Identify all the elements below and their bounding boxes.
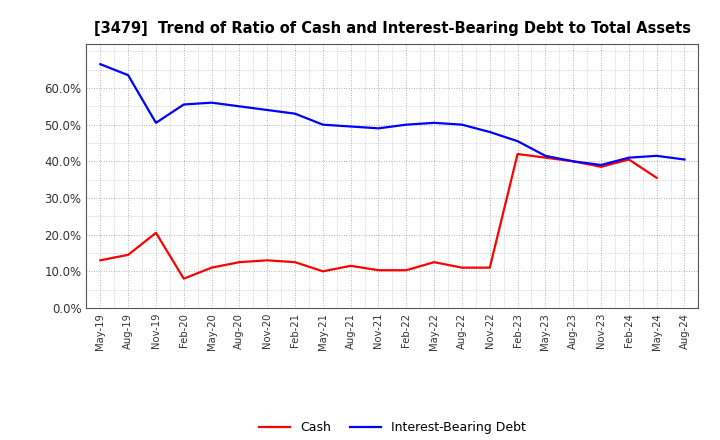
Cash	[96, 258, 104, 263]
Title: [3479]  Trend of Ratio of Cash and Interest-Bearing Debt to Total Assets: [3479] Trend of Ratio of Cash and Intere…	[94, 21, 691, 36]
Cash	[569, 159, 577, 164]
Cash	[541, 155, 550, 160]
Cash	[263, 258, 271, 263]
Interest-Bearing Debt	[374, 126, 383, 131]
Interest-Bearing Debt	[207, 100, 216, 105]
Cash	[597, 164, 606, 169]
Cash	[430, 260, 438, 265]
Interest-Bearing Debt	[346, 124, 355, 129]
Interest-Bearing Debt	[402, 122, 410, 127]
Interest-Bearing Debt	[569, 159, 577, 164]
Cash	[207, 265, 216, 270]
Interest-Bearing Debt	[513, 139, 522, 144]
Cash	[624, 157, 633, 162]
Legend: Cash, Interest-Bearing Debt: Cash, Interest-Bearing Debt	[254, 416, 531, 439]
Cash	[402, 268, 410, 273]
Interest-Bearing Debt	[541, 153, 550, 158]
Line: Interest-Bearing Debt: Interest-Bearing Debt	[100, 64, 685, 165]
Interest-Bearing Debt	[430, 120, 438, 125]
Interest-Bearing Debt	[124, 73, 132, 78]
Cash	[374, 268, 383, 273]
Cash	[513, 151, 522, 157]
Interest-Bearing Debt	[96, 62, 104, 67]
Cash	[458, 265, 467, 270]
Interest-Bearing Debt	[624, 155, 633, 160]
Interest-Bearing Debt	[318, 122, 327, 127]
Cash	[291, 260, 300, 265]
Interest-Bearing Debt	[652, 153, 661, 158]
Interest-Bearing Debt	[235, 104, 243, 109]
Interest-Bearing Debt	[458, 122, 467, 127]
Cash	[152, 230, 161, 235]
Cash	[235, 260, 243, 265]
Cash	[124, 252, 132, 257]
Interest-Bearing Debt	[152, 120, 161, 125]
Cash	[318, 269, 327, 274]
Interest-Bearing Debt	[291, 111, 300, 116]
Line: Cash: Cash	[100, 154, 657, 279]
Interest-Bearing Debt	[485, 129, 494, 135]
Interest-Bearing Debt	[680, 157, 689, 162]
Cash	[652, 175, 661, 180]
Cash	[179, 276, 188, 281]
Interest-Bearing Debt	[263, 107, 271, 113]
Interest-Bearing Debt	[597, 162, 606, 168]
Cash	[346, 263, 355, 268]
Cash	[485, 265, 494, 270]
Interest-Bearing Debt	[179, 102, 188, 107]
